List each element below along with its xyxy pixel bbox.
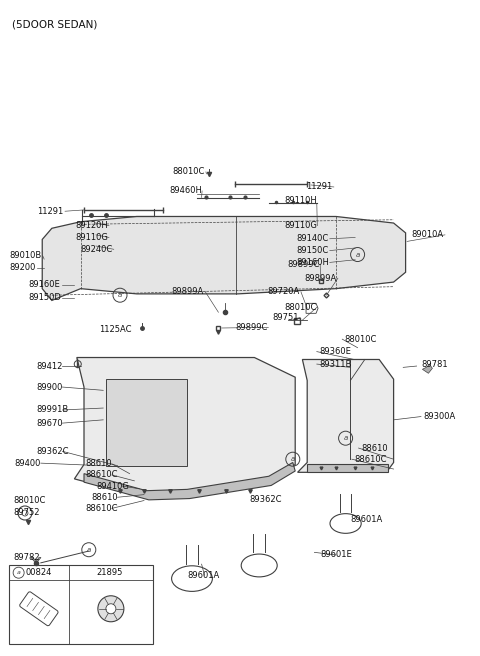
Text: 89360E: 89360E xyxy=(319,347,351,356)
Text: 89362C: 89362C xyxy=(250,495,282,504)
Text: 89900: 89900 xyxy=(36,382,62,392)
Text: 89899A: 89899A xyxy=(305,274,337,283)
Text: 89300A: 89300A xyxy=(423,412,456,421)
Text: 89110H: 89110H xyxy=(284,195,317,205)
Text: 88610C: 88610C xyxy=(85,470,118,480)
Text: 11291: 11291 xyxy=(306,182,333,192)
Text: 88610C: 88610C xyxy=(85,504,118,513)
Text: a: a xyxy=(17,570,21,575)
Text: 00824: 00824 xyxy=(26,568,52,577)
Polygon shape xyxy=(106,379,187,466)
Text: 89601A: 89601A xyxy=(187,571,219,581)
Text: 89991B: 89991B xyxy=(36,405,68,415)
Text: 89240C: 89240C xyxy=(81,245,113,254)
Text: 89720A: 89720A xyxy=(268,287,300,297)
Text: 89160E: 89160E xyxy=(29,280,60,289)
Text: 89412: 89412 xyxy=(36,361,62,371)
Circle shape xyxy=(106,604,116,614)
Text: 88010C: 88010C xyxy=(13,496,46,505)
Polygon shape xyxy=(84,462,295,500)
Text: a: a xyxy=(344,435,348,441)
Text: (5DOOR SEDAN): (5DOOR SEDAN) xyxy=(12,20,97,30)
Text: 89601E: 89601E xyxy=(321,550,352,560)
Text: 89410G: 89410G xyxy=(96,482,129,491)
Text: 89899A: 89899A xyxy=(172,287,204,296)
Text: 88610: 88610 xyxy=(361,443,387,453)
Text: 89751: 89751 xyxy=(273,313,299,322)
Text: 89670: 89670 xyxy=(36,419,62,428)
Text: 89160H: 89160H xyxy=(297,258,329,267)
Text: 89150D: 89150D xyxy=(29,293,61,302)
Polygon shape xyxy=(422,364,432,373)
Text: 89110G: 89110G xyxy=(284,221,317,230)
Text: 89140C: 89140C xyxy=(297,234,329,243)
Text: 89752: 89752 xyxy=(13,508,40,517)
Polygon shape xyxy=(42,216,406,300)
Bar xyxy=(9,565,153,644)
Text: 88610: 88610 xyxy=(91,493,118,502)
Circle shape xyxy=(98,596,124,622)
Text: 89110G: 89110G xyxy=(76,233,108,242)
Polygon shape xyxy=(31,558,41,564)
Text: 21895: 21895 xyxy=(96,568,122,577)
Polygon shape xyxy=(298,359,394,472)
Text: a: a xyxy=(291,456,295,462)
Text: 88010C: 88010C xyxy=(345,335,377,344)
Text: 88610C: 88610C xyxy=(354,455,387,464)
Text: 89311B: 89311B xyxy=(319,359,351,369)
Text: a: a xyxy=(118,292,122,298)
Text: 89781: 89781 xyxy=(421,360,448,369)
Text: 89782: 89782 xyxy=(13,553,40,562)
Text: 88610: 88610 xyxy=(85,459,112,468)
Text: 89150C: 89150C xyxy=(297,246,329,255)
Text: 1125AC: 1125AC xyxy=(99,325,132,334)
Text: 89120H: 89120H xyxy=(76,221,108,230)
Text: 11291: 11291 xyxy=(37,207,64,216)
Text: 89601A: 89601A xyxy=(350,515,383,524)
Text: 89010B: 89010B xyxy=(10,251,42,260)
Text: 88010C: 88010C xyxy=(173,167,205,176)
Text: 89460H: 89460H xyxy=(169,186,202,195)
Text: a: a xyxy=(87,546,91,553)
Text: 88010C: 88010C xyxy=(284,302,316,312)
Text: 89899C: 89899C xyxy=(235,323,267,332)
Text: 89010A: 89010A xyxy=(412,230,444,239)
Text: a: a xyxy=(356,251,360,258)
Polygon shape xyxy=(307,464,388,472)
Text: 89899C: 89899C xyxy=(287,260,319,269)
Text: 89200: 89200 xyxy=(10,263,36,272)
Text: 89400: 89400 xyxy=(14,459,41,468)
Polygon shape xyxy=(74,358,295,499)
Text: 89362C: 89362C xyxy=(36,447,69,456)
